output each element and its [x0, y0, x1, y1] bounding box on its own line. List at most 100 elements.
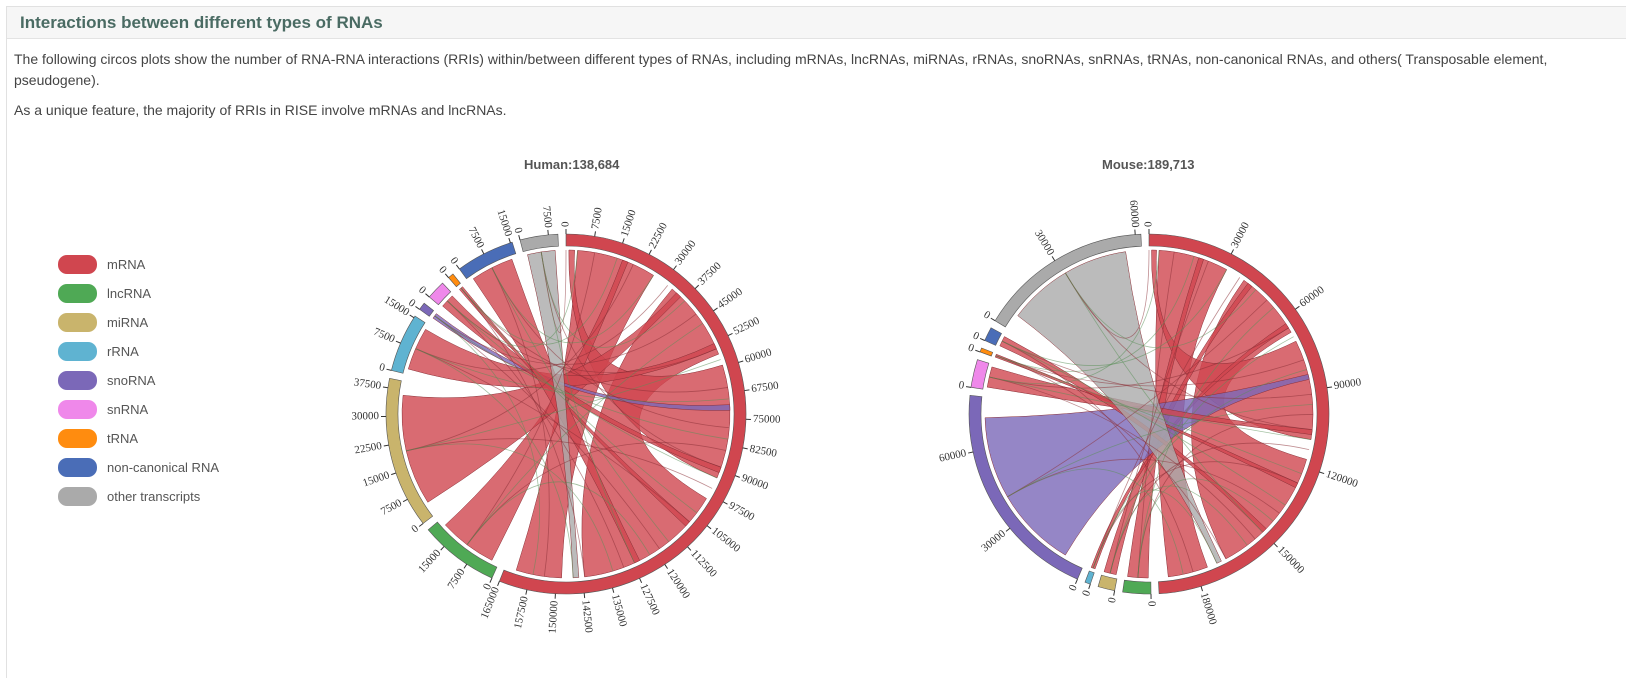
tick-label: 52500 [732, 315, 762, 338]
tick-mark [738, 360, 744, 363]
legend-label: snoRNA [107, 373, 156, 388]
tick-mark [1326, 386, 1333, 389]
tick-mark [734, 475, 740, 478]
tick-label: 30000 [979, 527, 1008, 554]
tick-mark [648, 249, 652, 255]
chord-link [1007, 468, 1184, 575]
tick-mark [463, 563, 468, 569]
chord-link [1001, 269, 1228, 366]
tick-mark [1319, 471, 1325, 475]
chord-link [989, 376, 1256, 540]
legend-swatch [58, 255, 97, 274]
legend-label: non-canonical RNA [107, 460, 220, 475]
tick-mark [508, 237, 511, 243]
chord-link [1137, 307, 1274, 578]
tick-mark [979, 337, 985, 341]
legend-swatch [58, 342, 97, 361]
tick-label: 0 [378, 361, 387, 374]
tick-mark [395, 340, 401, 344]
chord-ribbon [1151, 249, 1314, 440]
chord-ribbon [1017, 251, 1222, 564]
tick-label: 0 [560, 221, 572, 227]
tick-mark [1051, 256, 1056, 261]
legend-label: lncRNA [107, 286, 152, 301]
segment-arc-snrna [970, 359, 990, 390]
tick-label: 15000 [416, 547, 444, 576]
chord-link [434, 315, 540, 575]
tick-label: 60000 [938, 447, 968, 465]
tick-mark [965, 386, 972, 388]
tick-label: 37500 [353, 376, 382, 392]
legend-swatch [58, 487, 97, 506]
legend-swatch [58, 371, 97, 390]
legend-label: snRNA [107, 402, 149, 417]
chord-ribbon [444, 259, 629, 561]
segment-arc-other-transcripts [994, 233, 1142, 328]
tick-mark [742, 447, 748, 450]
tick-label: 90000 [740, 472, 770, 493]
tick-label: 0 [511, 226, 524, 235]
tick-label: 97500 [727, 500, 757, 524]
tick-label: 22500 [354, 440, 384, 457]
segment-arc-mirna [1097, 574, 1118, 592]
segment-arc-other-transcripts [519, 233, 559, 252]
chord-link [1137, 414, 1314, 578]
tick-mark [518, 235, 521, 241]
chord-link [1007, 403, 1313, 498]
tick-label: 60000 [1297, 284, 1327, 310]
chord-link [466, 481, 651, 556]
tick-mark [415, 306, 420, 310]
tick-label: 0 [409, 522, 421, 535]
tick-label: 0 [448, 255, 461, 267]
tick-mark [425, 293, 430, 298]
chord-link [415, 348, 574, 578]
tick-mark [489, 577, 493, 583]
tick-mark [391, 472, 397, 476]
tick-mark [1230, 249, 1235, 255]
tick-label: 120000 [1324, 468, 1360, 490]
chord-ribbons [984, 249, 1314, 579]
tick-label: 142500 [579, 599, 594, 634]
tick-mark [744, 389, 750, 392]
tick-label: 30000 [1229, 220, 1252, 250]
chord-link [1001, 340, 1194, 573]
legend-swatch [58, 313, 97, 332]
segment-arc-trna [979, 347, 994, 357]
tick-mark [594, 231, 596, 237]
chord-ribbons [401, 249, 731, 579]
tick-label: 45000 [715, 285, 745, 311]
tick-mark [525, 589, 528, 595]
tick-mark [975, 349, 981, 353]
tick-label: 0 [1143, 221, 1155, 227]
legend-label: other transcripts [107, 489, 201, 504]
tick-mark [583, 593, 586, 599]
segment-arc-non-canonical-rna [458, 241, 517, 280]
tick-mark [713, 307, 718, 312]
tick-mark [440, 546, 445, 551]
tick-label: 150000 [1275, 544, 1307, 576]
chord-link [995, 256, 1195, 372]
tick-label: 120000 [664, 567, 692, 602]
legend-label: miRNA [107, 315, 149, 330]
tick-mark [706, 525, 712, 530]
chord-link [415, 348, 690, 523]
tick-label: 180000 [1198, 591, 1219, 627]
panel-header: Interactions between different types of … [7, 7, 1626, 39]
tick-label: 0 [1106, 596, 1119, 604]
chord-link [491, 267, 670, 543]
chord-link [1001, 340, 1286, 506]
chord-link [1109, 485, 1248, 574]
tick-mark [968, 451, 974, 454]
chord-link [1064, 272, 1257, 349]
tick-label: 150000 [547, 600, 561, 634]
tick-mark [990, 317, 996, 322]
tick-label: 135000 [609, 593, 629, 628]
tick-mark [664, 564, 668, 569]
chord-link [1109, 442, 1310, 574]
tick-mark [444, 273, 449, 278]
tick-mark [1295, 305, 1300, 310]
tick-mark [386, 368, 392, 371]
chord-ribbon [999, 336, 1267, 533]
chord-link [540, 251, 686, 348]
tick-label: 15000 [361, 469, 391, 490]
